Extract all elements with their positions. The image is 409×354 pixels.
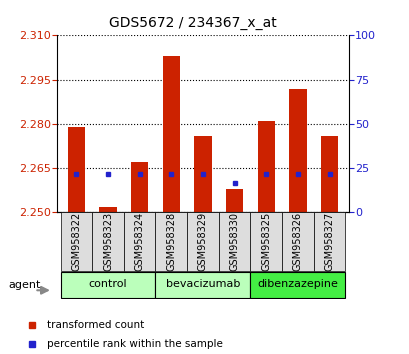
Text: GSM958324: GSM958324 <box>134 212 144 271</box>
Bar <box>99 206 117 212</box>
Bar <box>155 272 250 298</box>
Text: agent: agent <box>8 280 40 290</box>
Text: GSM958330: GSM958330 <box>229 212 239 271</box>
Bar <box>320 136 337 212</box>
Bar <box>250 212 281 271</box>
Bar <box>124 212 155 271</box>
Bar <box>225 189 243 212</box>
Text: GSM958328: GSM958328 <box>166 212 176 271</box>
Text: bevacizumab: bevacizumab <box>165 279 240 290</box>
Bar <box>250 272 344 298</box>
Bar <box>281 212 313 271</box>
Text: GSM958329: GSM958329 <box>198 212 207 271</box>
Bar <box>155 212 187 271</box>
Bar <box>218 212 250 271</box>
Bar <box>92 212 124 271</box>
Text: GSM958326: GSM958326 <box>292 212 302 271</box>
Text: transformed count: transformed count <box>47 320 144 330</box>
Bar <box>61 212 92 271</box>
Text: control: control <box>88 279 127 290</box>
Bar <box>130 162 148 212</box>
Text: GSM958323: GSM958323 <box>103 212 113 271</box>
Text: dibenzazepine: dibenzazepine <box>257 279 337 290</box>
Text: GSM958322: GSM958322 <box>71 212 81 271</box>
Bar <box>61 272 155 298</box>
Bar <box>162 56 180 212</box>
Bar <box>313 212 344 271</box>
Bar <box>257 121 274 212</box>
Bar <box>67 127 85 212</box>
Text: GSM958327: GSM958327 <box>324 212 334 271</box>
Bar <box>288 88 306 212</box>
Text: GDS5672 / 234367_x_at: GDS5672 / 234367_x_at <box>108 16 276 30</box>
Bar <box>187 212 218 271</box>
Text: percentile rank within the sample: percentile rank within the sample <box>47 339 222 349</box>
Bar <box>194 136 211 212</box>
Text: GSM958325: GSM958325 <box>261 212 271 271</box>
